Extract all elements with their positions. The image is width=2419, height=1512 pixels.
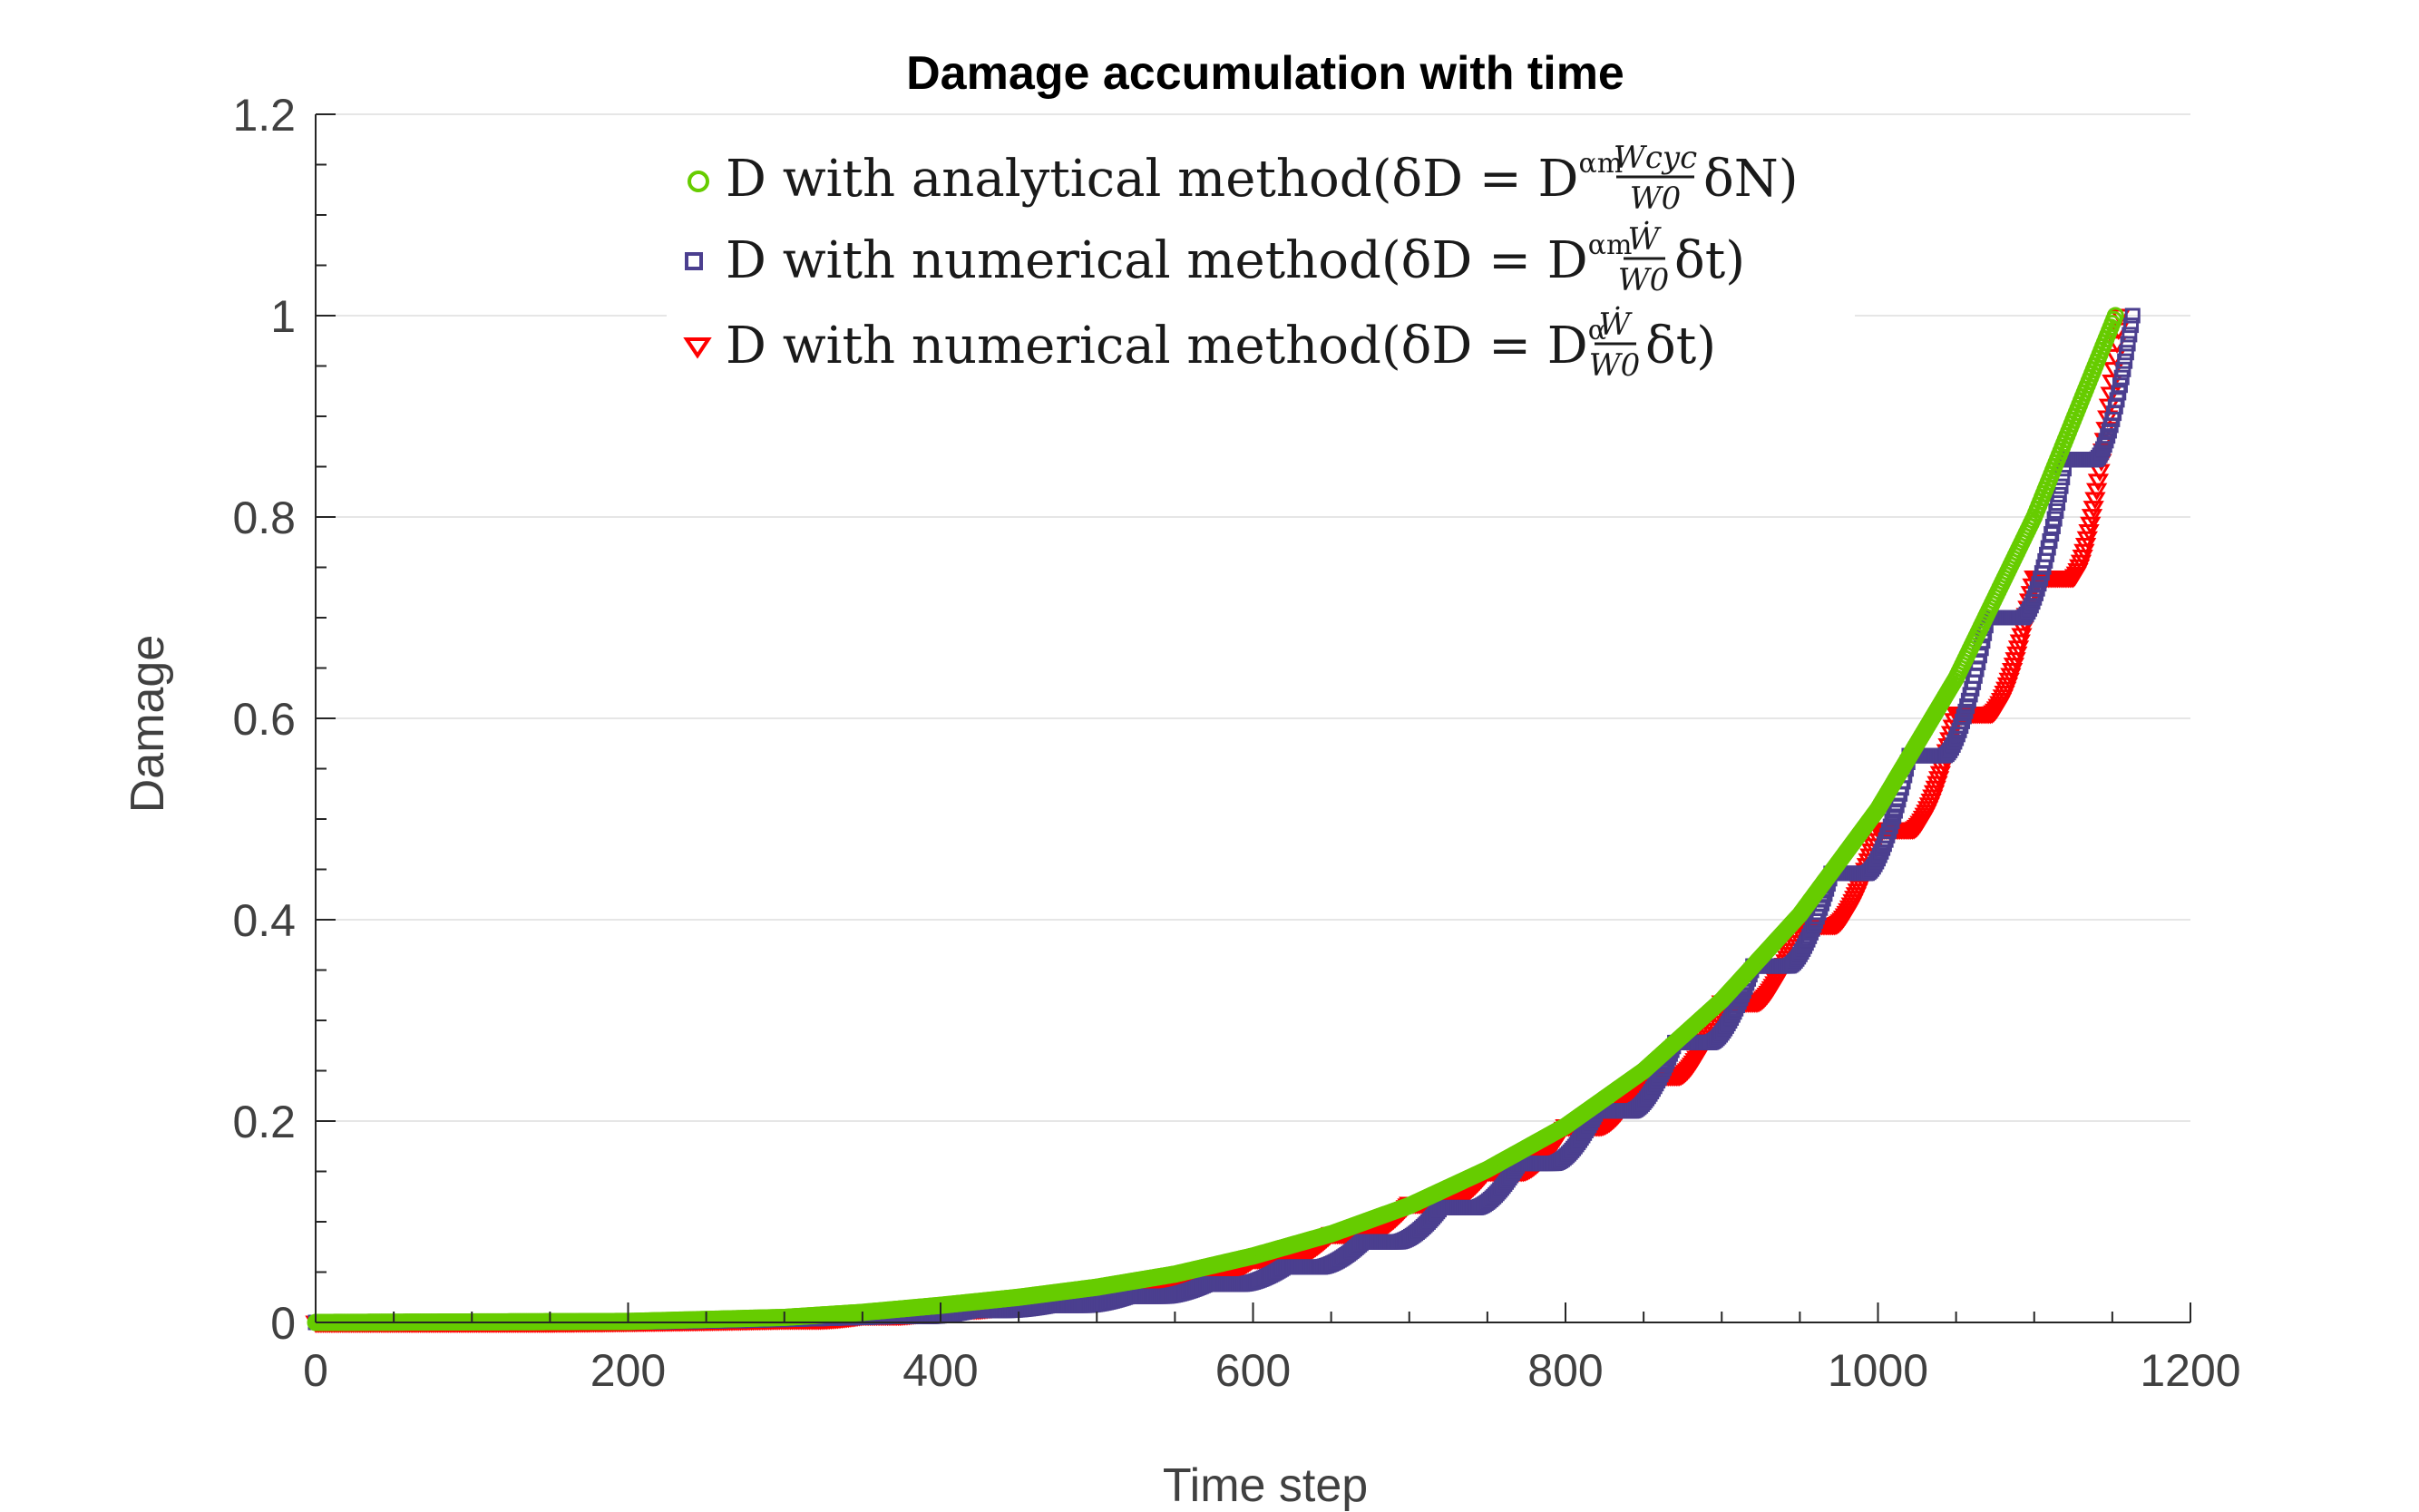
scatter-point xyxy=(2106,307,2124,325)
series-circle xyxy=(307,307,2124,1332)
scatter-point xyxy=(2009,634,2031,652)
axes: 0 0.2 0.4 0.6 0.8 1 1.2 0 200 400 600 800 1000 1200 xyxy=(232,90,2240,1396)
scatter-point xyxy=(1881,823,1897,839)
scatter-point xyxy=(2123,317,2140,334)
scatter-point xyxy=(2048,502,2064,519)
legend-formula-1a: (δD = D xyxy=(1372,150,1579,209)
legend-box xyxy=(667,145,1855,390)
scatter-point xyxy=(2118,345,2134,361)
legend-formula-1-sup: αm xyxy=(1578,148,1623,180)
y-tick-label: 0 xyxy=(270,1298,296,1349)
svg-text:D with numerical method(δD = D: D with numerical method(δD = Dαm xyxy=(726,229,1632,290)
legend-label-2: D with numerical method xyxy=(726,231,1381,290)
legend-marker-circle xyxy=(688,171,709,192)
scatter-point xyxy=(2096,437,2112,454)
legend-marker-triangle xyxy=(683,337,712,359)
scatter-point xyxy=(2076,531,2098,550)
x-tick-label: 1200 xyxy=(2140,1345,2240,1396)
legend-formula-3a: (δD = D xyxy=(1381,317,1588,376)
scatter-point xyxy=(2026,590,2043,606)
x-tick-label: 1000 xyxy=(1828,1345,1928,1396)
legend-frac-top-2: Ẇ xyxy=(1628,221,1663,258)
legend-item-numerical-alpha: D with numerical method(δD = Dα Ẇ W0 δt) xyxy=(683,307,1716,384)
legend-frac-bot-2: W0 xyxy=(1618,262,1670,298)
x-axis-label: Time step xyxy=(1163,1459,1368,1512)
svg-text:D with analytical method(δD =: D with analytical method(δD = Dαm xyxy=(726,148,1623,209)
scatter-point xyxy=(2117,353,2133,369)
legend-item-numerical-alpha-m: D with numerical method(δD = Dαm Ẇ W0 δt… xyxy=(685,221,1745,298)
legend-frac-top-1: Wcyc xyxy=(1614,140,1697,176)
legend-formula-3-sup: α xyxy=(1588,315,1606,346)
legend-label-3: D with numerical method xyxy=(726,317,1381,376)
scatter-point xyxy=(2073,543,2095,562)
legend-frac-bot-3: W0 xyxy=(1589,347,1641,384)
scatter-point xyxy=(2098,433,2114,449)
scatter-point xyxy=(2050,495,2066,512)
scatter-point xyxy=(1882,818,1898,834)
scatter-point xyxy=(2078,524,2100,542)
legend-formula-3-tail: δt) xyxy=(1645,317,1716,376)
x-tick-label: 200 xyxy=(590,1345,666,1396)
scatter-point xyxy=(2007,640,2030,658)
scatter-point xyxy=(2074,538,2097,556)
x-tick-label: 800 xyxy=(1527,1345,1603,1396)
legend-formula-2a: (δD = D xyxy=(1381,231,1588,290)
series-triangle-down xyxy=(305,308,2131,1333)
scatter-point xyxy=(2072,549,2093,568)
scatter-point xyxy=(2122,327,2138,343)
scatter-point xyxy=(1953,717,1969,734)
y-tick-label: 1 xyxy=(270,291,296,342)
legend: D with analytical method(δD = Dαm Wcyc W… xyxy=(667,140,1855,390)
scatter-point xyxy=(2112,377,2128,394)
svg-text:D with numerical method(δD = D: D with numerical method(δD = Dα xyxy=(726,315,1606,376)
scatter-point xyxy=(2046,511,2063,527)
scatter-point xyxy=(2115,361,2131,377)
scatter-point xyxy=(2120,336,2136,352)
y-tick-label: 0.6 xyxy=(232,694,296,745)
x-tick-label: 400 xyxy=(902,1345,978,1396)
chart-title: Damage accumulation with time xyxy=(906,47,1624,100)
scatter-point xyxy=(2080,516,2102,535)
y-tick-label: 0.4 xyxy=(232,895,296,946)
legend-formula-2-tail: δt) xyxy=(1674,231,1745,290)
legend-label-1: D with analytical method xyxy=(726,150,1372,209)
scatter-point xyxy=(2027,585,2043,601)
legend-formula-1-tail: δN) xyxy=(1703,150,1799,209)
legend-formula-2-sup: αm xyxy=(1588,229,1633,261)
y-tick-label: 1.2 xyxy=(232,90,296,141)
y-tick-label: 0.8 xyxy=(232,493,296,543)
y-tick-label: 0.2 xyxy=(232,1097,296,1147)
scatter-point xyxy=(2006,646,2028,665)
scatter-point xyxy=(2081,509,2103,527)
legend-frac-top-3: Ẇ xyxy=(1599,307,1634,343)
scatter-point xyxy=(2051,486,2067,502)
scatter-point xyxy=(2011,628,2033,646)
scatter-point xyxy=(2113,369,2130,385)
legend-item-analytical: D with analytical method(δD = Dαm Wcyc W… xyxy=(688,140,1799,217)
legend-marker-square xyxy=(685,252,703,270)
data-series xyxy=(305,307,2141,1333)
y-axis-label: Damage xyxy=(122,635,174,814)
x-tick-label: 600 xyxy=(1215,1345,1291,1396)
scatter-point xyxy=(1955,713,1971,729)
scatter-point xyxy=(2004,652,2026,670)
scatter-point xyxy=(1879,827,1896,844)
scatter-point xyxy=(2003,658,2025,676)
x-tick-label: 0 xyxy=(303,1345,328,1396)
scatter-point xyxy=(2124,307,2141,324)
legend-frac-bot-1: W0 xyxy=(1630,180,1682,217)
